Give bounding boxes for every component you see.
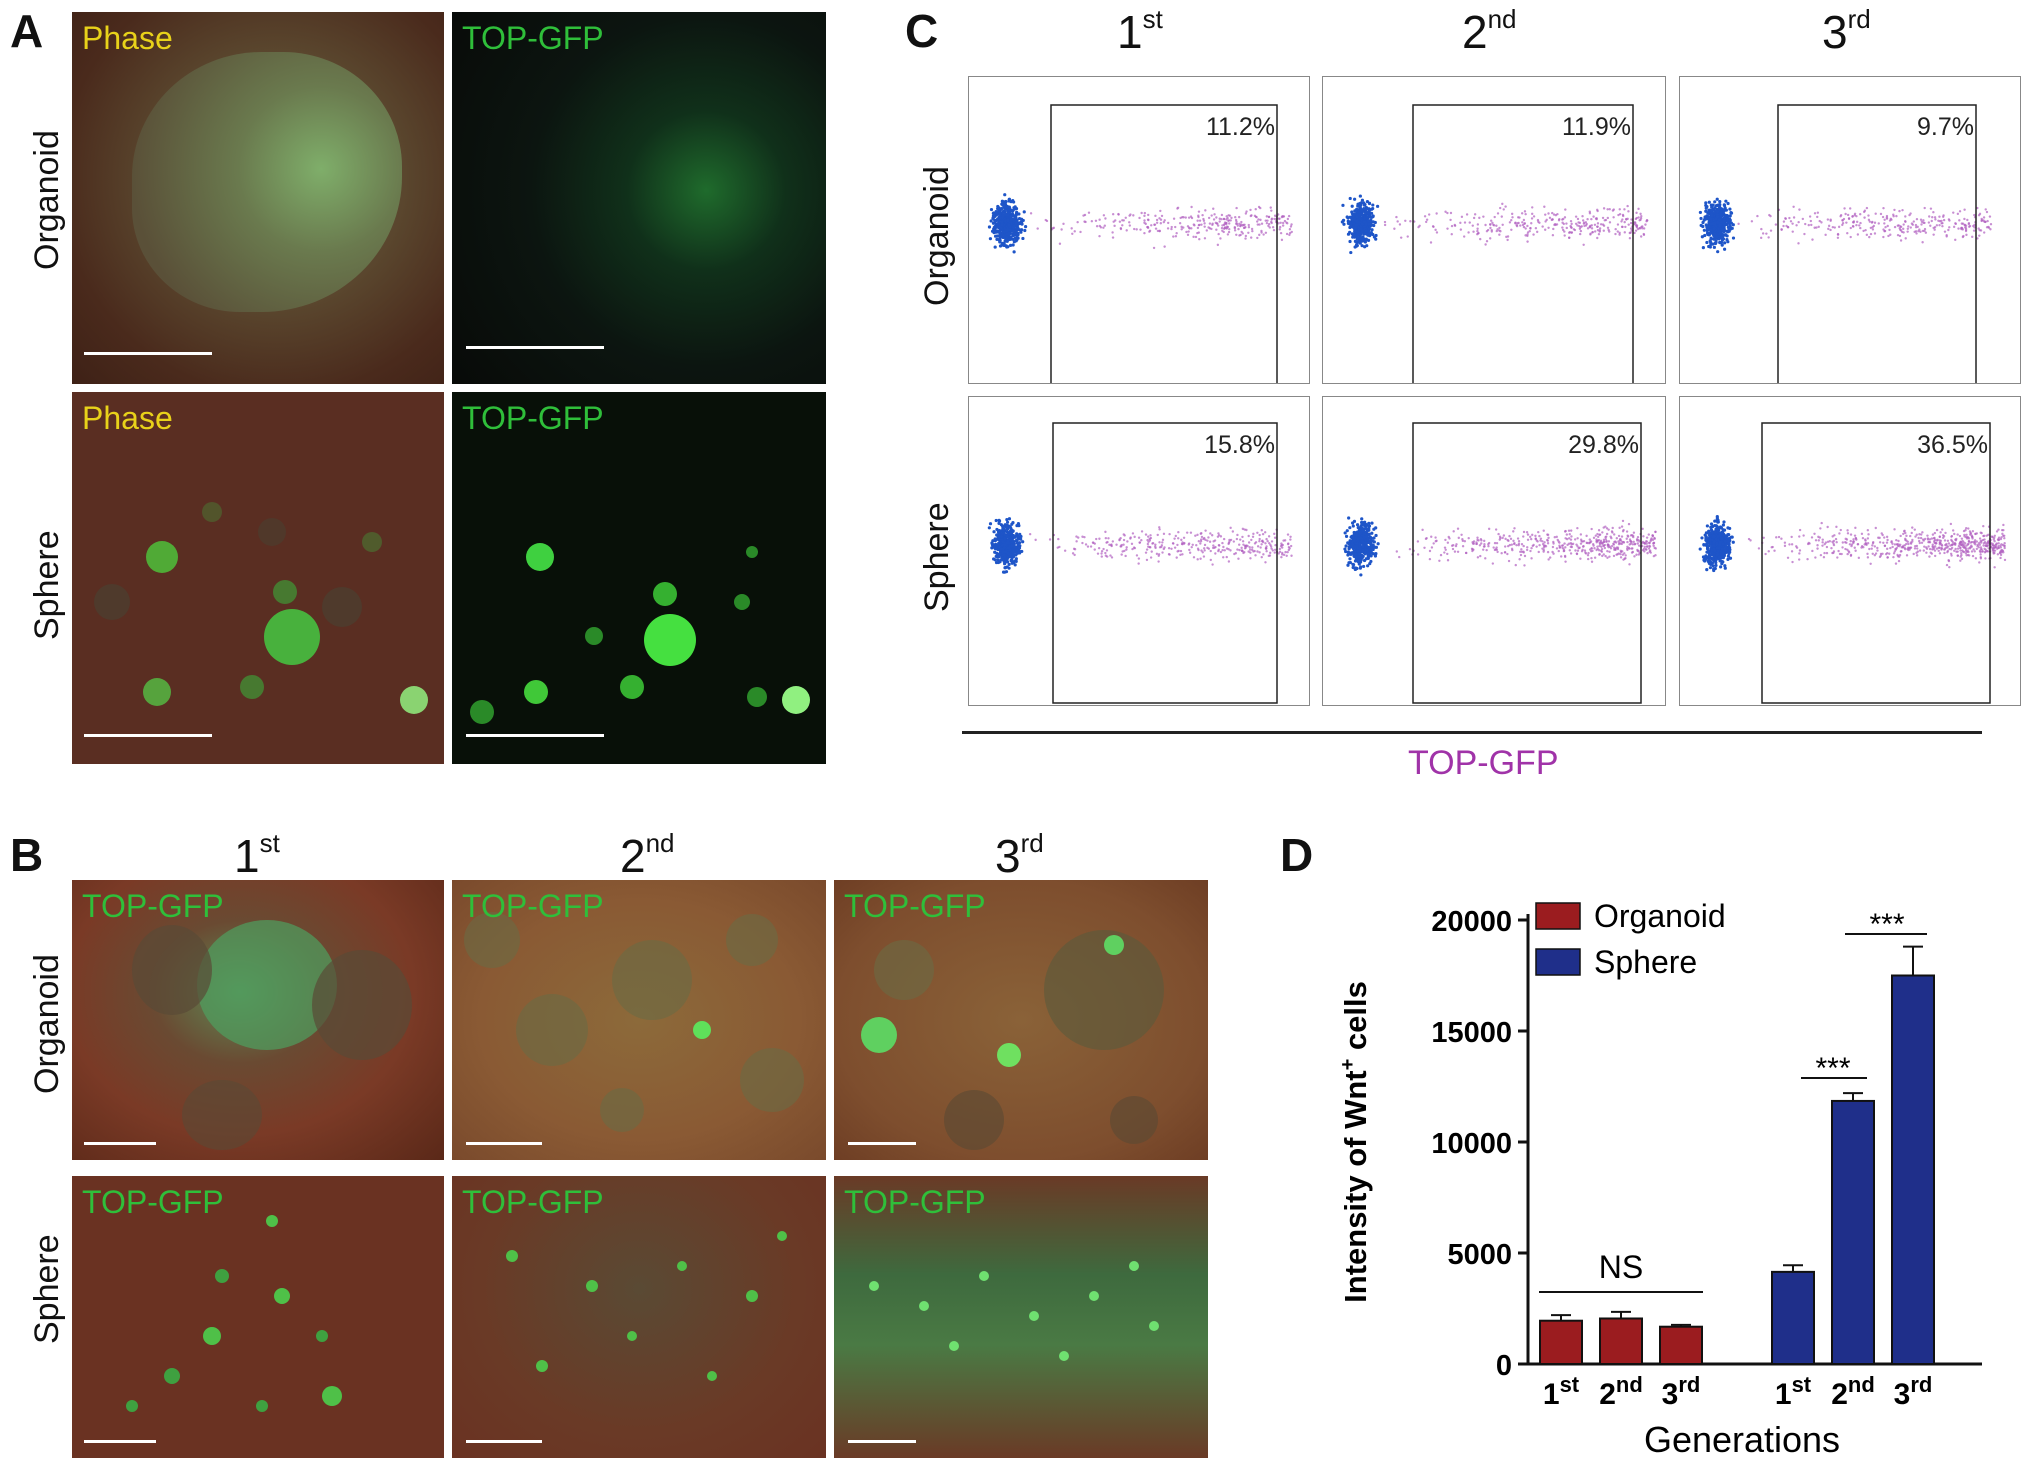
- x-tick-label: 3rd: [1662, 1372, 1701, 1411]
- legend-label-organoid: Organoid: [1594, 898, 1726, 934]
- flow-plot-sphere-1: 15.8%: [968, 396, 1310, 706]
- legend-swatch-organoid: [1535, 902, 1581, 930]
- scale-bar: [84, 352, 212, 355]
- row-label-sphere-c: Sphere: [918, 502, 956, 612]
- y-axis-label: Intensity of Wnt+ cells: [1337, 981, 1373, 1303]
- micrograph-organoid-gfp: TOP-GFP: [452, 12, 826, 384]
- b-sphere-1st-cells: [126, 1215, 342, 1412]
- phase-label: Phase: [82, 400, 173, 436]
- gate-percentage: 36.5%: [1917, 431, 1988, 459]
- b-organoid-2nd-cells: [464, 912, 804, 1132]
- bar-sphere-1: [1771, 1270, 1815, 1365]
- row-label-organoid-a: Organoid: [28, 130, 66, 270]
- scale-bar: [84, 734, 212, 737]
- row-label-organoid-b: Organoid: [28, 954, 66, 1094]
- x-tick-label: 1st: [1543, 1372, 1580, 1411]
- scale-bar: [848, 1142, 916, 1145]
- gfp-label: TOP-GFP: [462, 20, 604, 56]
- gate-percentage: 11.9%: [1561, 113, 1631, 141]
- bar-sphere-2: [1831, 1099, 1875, 1366]
- scale-bar: [466, 1440, 542, 1443]
- flow-x-label: TOP-GFP: [1408, 744, 1559, 782]
- gfp-label: TOP-GFP: [462, 888, 604, 924]
- gfp-label: TOP-GFP: [844, 888, 986, 924]
- gfp-label: TOP-GFP: [844, 1184, 986, 1220]
- x-tick-label: 2nd: [1599, 1372, 1643, 1411]
- phase-label: Phase: [82, 20, 173, 56]
- organoid-blob: [132, 52, 402, 312]
- b-organoid-3rd: TOP-GFP: [834, 880, 1208, 1160]
- b-organoid-2nd: TOP-GFP: [452, 880, 826, 1160]
- panel-c-letter: C: [905, 5, 939, 57]
- row-label-sphere-a: Sphere: [28, 530, 66, 640]
- ns-label: NS: [1599, 1249, 1643, 1285]
- gfp-label: TOP-GFP: [82, 888, 224, 924]
- b-sphere-1st: TOP-GFP: [72, 1176, 444, 1458]
- gate-percentage: 11.2%: [1205, 113, 1275, 141]
- gate-percentage: 9.7%: [1917, 113, 1974, 141]
- b-sphere-2nd: TOP-GFP: [452, 1176, 826, 1458]
- y-tick-label: 15000: [1431, 1017, 1512, 1049]
- b-sphere-3rd-cells: [869, 1261, 1159, 1361]
- x-tick-label: 2nd: [1831, 1372, 1875, 1411]
- bar-organoid-3: [1659, 1325, 1703, 1365]
- sig-label-1: ***: [1815, 1052, 1850, 1085]
- gfp-label: TOP-GFP: [462, 1184, 604, 1220]
- row-label-organoid-c: Organoid: [918, 166, 956, 306]
- flow-plot-sphere-2: 29.8%: [1322, 396, 1666, 706]
- x-axis-label: Generations: [1644, 1419, 1840, 1460]
- sig-label-2: ***: [1869, 908, 1904, 941]
- b-organoid-3rd-cells: [861, 930, 1164, 1150]
- b-organoid-1st-cells: [132, 920, 412, 1150]
- x-tick-label: 1st: [1775, 1372, 1812, 1411]
- scale-bar: [84, 1142, 156, 1145]
- x-tick-label: 3rd: [1894, 1372, 1933, 1411]
- flow-x-axis-line: [962, 731, 1982, 734]
- b-gen-3: 3rd: [995, 828, 1044, 882]
- c-gen-2: 2nd: [1462, 4, 1517, 58]
- b-sphere-3rd: TOP-GFP: [834, 1176, 1208, 1458]
- scale-bar: [466, 1142, 542, 1145]
- gate-percentage: 29.8%: [1568, 431, 1639, 459]
- micrograph-organoid-phase: Phase: [72, 12, 444, 384]
- b-gen-2: 2nd: [620, 828, 675, 882]
- bar-sphere-3: [1891, 974, 1935, 1365]
- y-tick-label: 5000: [1447, 1239, 1512, 1271]
- scale-bar: [466, 346, 604, 349]
- row-label-sphere-b: Sphere: [28, 1234, 66, 1344]
- micrograph-sphere-phase: Phase: [72, 392, 444, 764]
- b-sphere-2nd-cells: [506, 1231, 787, 1381]
- gfp-label: TOP-GFP: [462, 400, 604, 436]
- bar-organoid-1: [1539, 1319, 1583, 1365]
- b-gen-1: 1st: [234, 828, 280, 882]
- legend-swatch-sphere: [1535, 948, 1581, 976]
- c-gen-3: 3rd: [1822, 4, 1871, 58]
- panel-d-letter: D: [1280, 829, 1314, 881]
- micrograph-sphere-gfp: TOP-GFP: [452, 392, 826, 764]
- flow-plot-organoid-2: 11.9%: [1322, 76, 1666, 384]
- sphere-phase-spots: [94, 502, 428, 714]
- b-organoid-1st: TOP-GFP: [72, 880, 444, 1160]
- scale-bar: [848, 1440, 916, 1443]
- y-tick-label: 0: [1496, 1350, 1512, 1382]
- flow-plot-sphere-3: 36.5%: [1679, 396, 2021, 706]
- flow-plot-organoid-3: 9.7%: [1679, 76, 2021, 384]
- bar-organoid-2: [1599, 1317, 1643, 1365]
- c-gen-1: 1st: [1117, 4, 1163, 58]
- panel-a-letter: A: [10, 5, 44, 57]
- legend-label-sphere: Sphere: [1594, 944, 1697, 980]
- sphere-gfp-spots: [470, 543, 810, 724]
- y-tick-label: 20000: [1431, 906, 1512, 938]
- gate-percentage: 15.8%: [1204, 431, 1275, 459]
- flow-plot-organoid-1: 11.2%: [968, 76, 1310, 384]
- gfp-label: TOP-GFP: [82, 1184, 224, 1220]
- scale-bar: [466, 734, 604, 737]
- y-tick-label: 10000: [1431, 1128, 1512, 1160]
- scale-bar: [84, 1440, 156, 1443]
- panel-b-letter: B: [10, 829, 44, 881]
